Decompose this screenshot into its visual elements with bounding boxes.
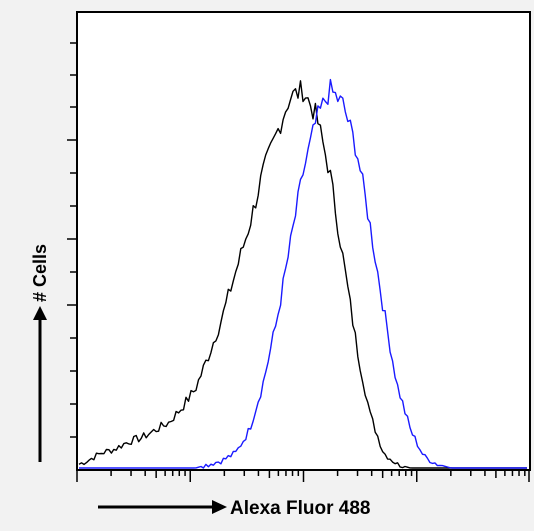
- x-axis-label-group: Alexa Fluor 488: [98, 498, 370, 519]
- y-arrow-head-icon: [33, 306, 47, 320]
- plot-area: [76, 11, 531, 471]
- x-arrow-head-icon: [212, 500, 227, 514]
- y-axis-label-group: # Cells: [30, 244, 50, 462]
- y-axis-ticks: [67, 42, 77, 438]
- x-axis-label: Alexa Fluor 488: [230, 498, 370, 519]
- x-axis-ticks: [76, 470, 530, 482]
- series-layer: [78, 78, 527, 469]
- y-axis-label: # Cells: [30, 244, 50, 302]
- series-2-line: [79, 78, 527, 469]
